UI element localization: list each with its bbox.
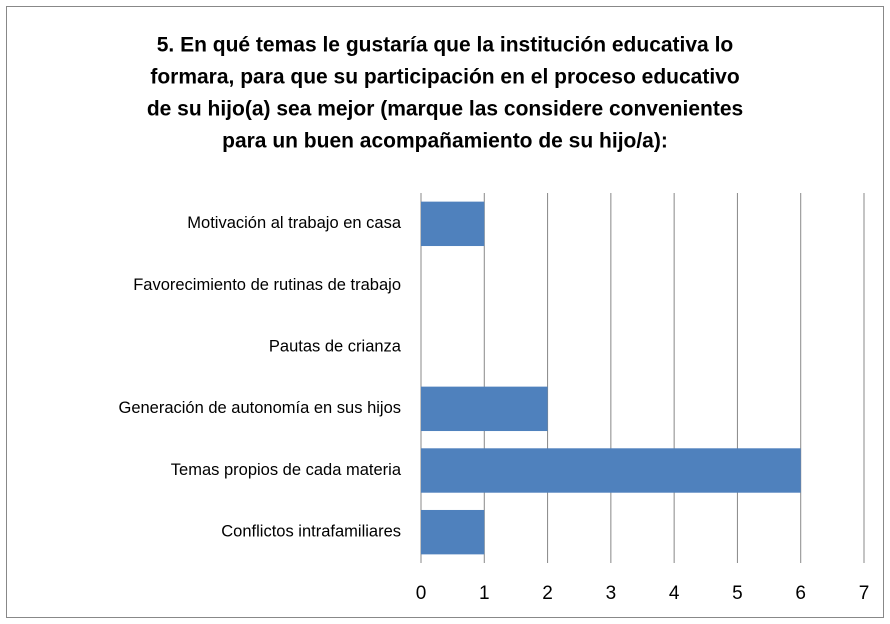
chart-title: para un buen acompañamiento de su hijo/a…	[222, 130, 668, 153]
chart-title: 5. En qué temas le gustaría que la insti…	[157, 34, 734, 57]
x-tick-label: 6	[795, 583, 806, 604]
x-tick-label: 2	[542, 583, 553, 604]
x-tick-label: 0	[416, 583, 427, 604]
y-tick-label: Motivación al trabajo en casa	[187, 214, 402, 232]
y-tick-label: Generación de autonomía en sus hijos	[118, 399, 401, 417]
y-tick-label: Temas propios de cada materia	[171, 461, 402, 479]
chart-title: de su hijo(a) sea mejor (marque las cons…	[147, 98, 743, 121]
x-tick-label: 4	[669, 583, 680, 604]
bar	[421, 201, 485, 247]
x-tick-label: 7	[859, 583, 870, 604]
y-tick-label: Pautas de crianza	[269, 338, 402, 356]
x-tick-label: 3	[606, 583, 617, 604]
bar	[421, 448, 801, 493]
bar	[421, 509, 485, 555]
x-tick-label: 1	[479, 583, 490, 604]
bar	[421, 386, 548, 432]
x-tick-label: 5	[732, 583, 743, 604]
chart-title: formara, para que su participación en el…	[150, 66, 739, 89]
y-tick-label: Conflictos intrafamiliares	[221, 523, 401, 541]
y-tick-label: Favorecimiento de rutinas de trabajo	[133, 276, 401, 294]
